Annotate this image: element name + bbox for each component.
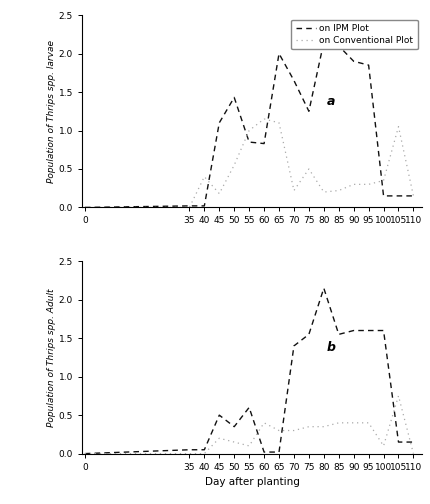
Y-axis label: Population of Thrips spp. Adult: Population of Thrips spp. Adult	[46, 288, 55, 427]
Y-axis label: Population of Thrips spp. larvae: Population of Thrips spp. larvae	[46, 40, 55, 183]
Legend: on IPM Plot, on Conventional Plot: on IPM Plot, on Conventional Plot	[291, 20, 417, 49]
Text: b: b	[326, 341, 335, 354]
X-axis label: Day after planting: Day after planting	[204, 477, 299, 487]
Text: a: a	[326, 95, 335, 108]
